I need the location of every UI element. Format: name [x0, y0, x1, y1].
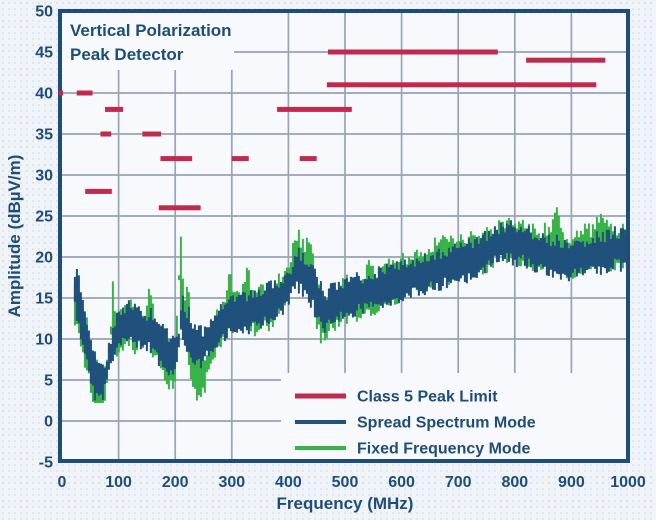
x-tick-label-0: 0	[58, 474, 67, 491]
limit-segment-12	[328, 49, 498, 55]
x-tick-label-200: 200	[162, 474, 189, 491]
x-tick-label-1000: 1000	[610, 474, 646, 491]
limit-segment-8	[231, 156, 249, 162]
limit-segment-7	[160, 156, 193, 162]
limit-segment-9	[277, 106, 352, 112]
x-axis-title: Frequency (MHz)	[277, 494, 414, 513]
limit-segment-4	[105, 106, 124, 112]
limit-segment-0	[58, 90, 64, 96]
limit-segment-5	[142, 131, 162, 137]
plot-border	[58, 9, 630, 463]
limit-segment-10	[299, 156, 317, 162]
y-tick-label--5: -5	[39, 455, 53, 472]
limit-segment-2	[85, 188, 112, 194]
x-tick-label-300: 300	[218, 474, 245, 491]
legend-label-0: Class 5 Peak Limit	[357, 389, 498, 406]
chart-graphics-layer: Class 5 Peak Limit Spread Spectrum Mode Fi…	[35, 4, 646, 492]
y-tick-label-50: 50	[35, 4, 53, 21]
chart-title-line2: Peak Detector	[70, 45, 184, 64]
y-tick-label-30: 30	[35, 168, 53, 185]
x-tick-label-100: 100	[105, 474, 132, 491]
x-tick-label-500: 500	[332, 474, 359, 491]
x-tick-label-400: 400	[275, 474, 302, 491]
trace-spread-spectrum-mode	[73, 220, 628, 401]
title-backdrop	[62, 13, 234, 70]
legend-label-1: Spread Spectrum Mode	[357, 415, 536, 432]
y-tick-label-45: 45	[35, 45, 53, 62]
y-tick-label-0: 0	[44, 414, 53, 431]
x-tick-label-900: 900	[558, 474, 585, 491]
y-tick-label-10: 10	[35, 332, 53, 349]
y-tick-label-35: 35	[35, 127, 53, 144]
chart-title-line1: Vertical Polarization	[70, 21, 232, 40]
limit-segment-3	[100, 131, 112, 137]
y-tick-label-25: 25	[35, 209, 53, 226]
limit-segment-6	[158, 205, 201, 211]
y-tick-label-5: 5	[44, 373, 53, 390]
legend-label-2: Fixed Frequency Mode	[357, 441, 530, 458]
x-tick-label-800: 800	[501, 474, 528, 491]
x-tick-label-700: 700	[445, 474, 472, 491]
y-tick-label-15: 15	[35, 291, 53, 308]
legend-backdrop	[281, 373, 627, 459]
y-tick-label-20: 20	[35, 250, 53, 267]
limit-segment-1	[76, 90, 93, 96]
limit-segment-13	[526, 57, 606, 63]
y-tick-label-40: 40	[35, 86, 53, 103]
limit-segment-11	[326, 82, 597, 88]
y-axis-title: Amplitude (dBµV/m)	[5, 155, 24, 318]
x-tick-label-600: 600	[388, 474, 415, 491]
